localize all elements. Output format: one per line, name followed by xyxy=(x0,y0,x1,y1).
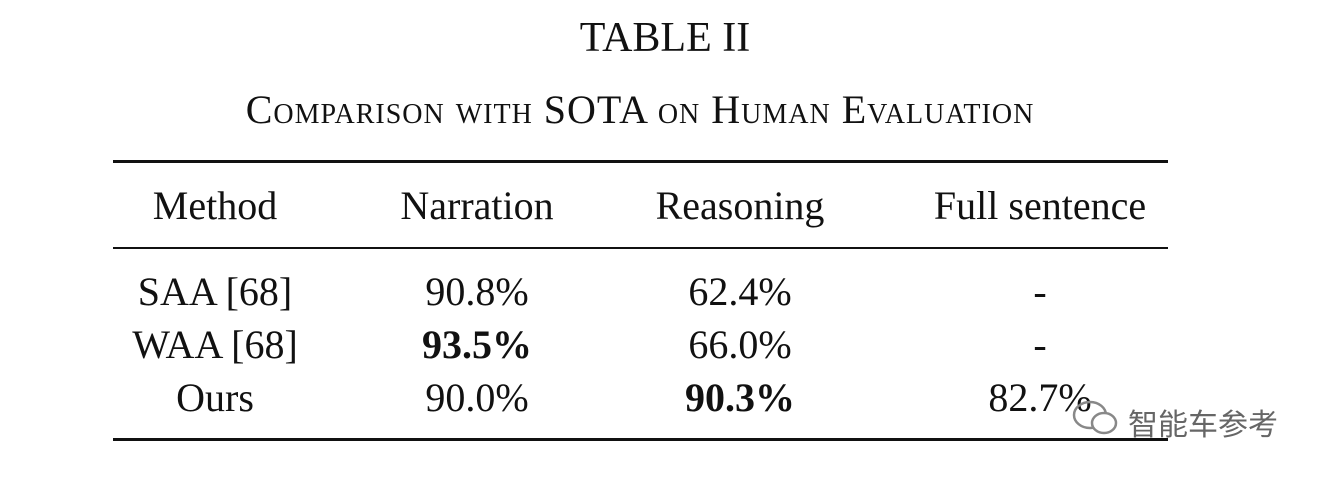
table-caption: Comparison with SOTA on Human Evaluation xyxy=(245,87,1035,132)
watermark-icon xyxy=(1072,400,1118,435)
table-cell: WAA [68] xyxy=(132,322,298,367)
column-header: Reasoning xyxy=(655,183,825,228)
table-cell: 66.0% xyxy=(688,322,792,367)
table-cell: - xyxy=(1033,322,1047,367)
table-title: TABLE II xyxy=(579,15,751,61)
mid-rule xyxy=(113,247,1168,249)
table-cell: 62.4% xyxy=(688,269,792,314)
bottom-rule xyxy=(113,438,1168,441)
watermark: 智能车参考 xyxy=(1128,408,1278,443)
table-cell: 93.5% xyxy=(422,322,532,367)
column-header: Full sentence xyxy=(933,183,1147,228)
table-cell: 90.3% xyxy=(685,375,795,420)
table-cell: 90.8% xyxy=(425,269,529,314)
column-header: Method xyxy=(152,183,278,228)
table-cell: SAA [68] xyxy=(137,269,293,314)
table-cell: - xyxy=(1033,269,1047,314)
table-cell: Ours xyxy=(176,375,254,420)
top-rule xyxy=(113,160,1168,163)
column-header: Narration xyxy=(400,183,554,228)
table-cell: 90.0% xyxy=(425,375,529,420)
